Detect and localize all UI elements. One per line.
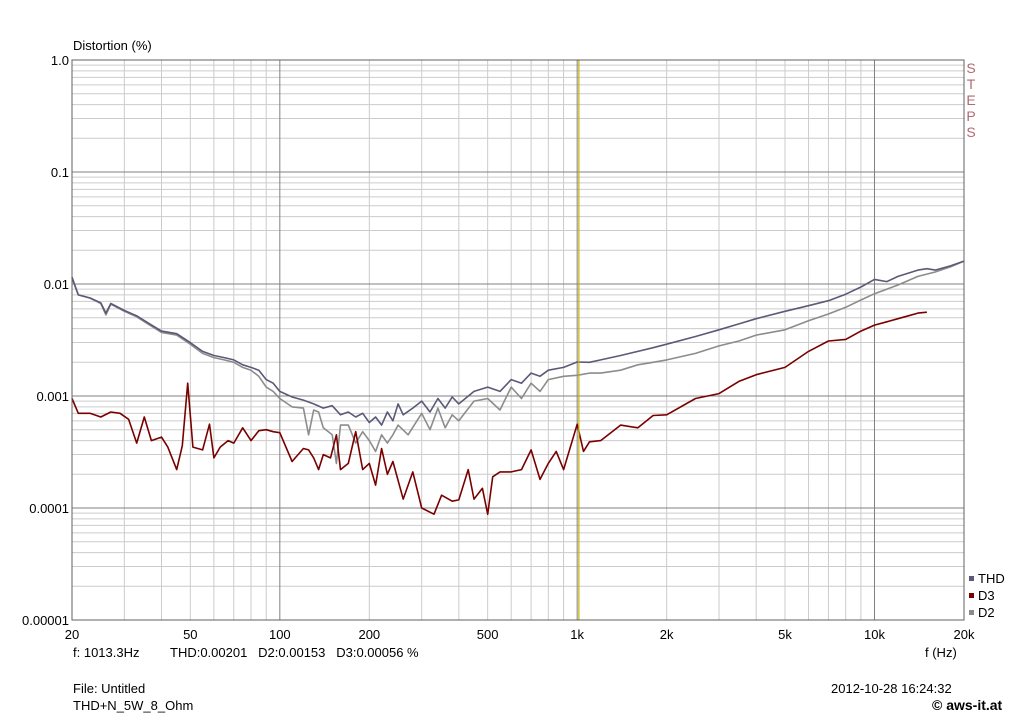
x-tick-labels: 20 50 100 200 500 1k 2k 5k 10k 20k <box>65 627 975 642</box>
y-tick-label: 0.001 <box>36 389 69 404</box>
y-tick-label: 0.0001 <box>29 501 69 516</box>
x-tick-label: 50 <box>183 627 197 642</box>
y-tick-labels: 1.0 0.1 0.01 0.001 0.0001 0.00001 <box>22 53 69 628</box>
y-tick-label: 0.00001 <box>22 613 69 628</box>
readout-values: THD:0.00201 D2:0.00153 D3:0.00056 % <box>170 645 419 660</box>
y-tick-label: 1.0 <box>51 53 69 68</box>
legend-label-thd: THD <box>978 571 1005 586</box>
legend-swatch-d2 <box>969 610 974 615</box>
y-tick-label: 0.01 <box>44 277 69 292</box>
steps-letter: P <box>966 108 976 124</box>
legend-swatch-thd <box>969 576 974 581</box>
grid-major <box>72 60 964 620</box>
grid-minor <box>72 60 964 620</box>
steps-letter: T <box>966 76 976 92</box>
steps-letter: E <box>966 92 976 108</box>
x-tick-label: 100 <box>269 627 291 642</box>
x-tick-label: 20k <box>954 627 975 642</box>
file-name: File: Untitled <box>73 681 146 696</box>
legend-label-d3: D3 <box>978 588 995 603</box>
x-tick-label: 1k <box>570 627 584 642</box>
series-line-d2 <box>71 260 965 465</box>
steps-letter: S <box>966 124 976 140</box>
readout-frequency: f: 1013.3Hz <box>73 645 140 660</box>
series-layer <box>71 260 965 516</box>
timestamp: 2012-10-28 16:24:32 <box>831 681 952 696</box>
legend-item-thd[interactable]: THD <box>969 571 1005 586</box>
series-line-thd <box>71 260 965 426</box>
legend-swatch-d3 <box>969 593 974 598</box>
x-axis-label: f (Hz) <box>925 645 957 660</box>
setup-name: THD+N_5W_8_Ohm <box>73 698 194 713</box>
x-tick-label: 20 <box>65 627 79 642</box>
x-tick-label: 200 <box>358 627 380 642</box>
legend-item-d3[interactable]: D3 <box>969 588 995 603</box>
legend-label-d2: D2 <box>978 605 995 620</box>
x-tick-label: 2k <box>660 627 674 642</box>
steps-letter: S <box>966 60 976 76</box>
x-tick-label: 5k <box>778 627 792 642</box>
series-line-d3 <box>71 311 927 516</box>
x-tick-label: 500 <box>477 627 499 642</box>
y-axis-label: Distortion (%) <box>73 38 152 53</box>
plot-frame <box>71 59 965 621</box>
x-tick-label: 10k <box>864 627 885 642</box>
y-tick-label: 0.1 <box>51 165 69 180</box>
legend-item-d2[interactable]: D2 <box>969 605 995 620</box>
brand-logo: © aws-it.at <box>932 697 1003 713</box>
